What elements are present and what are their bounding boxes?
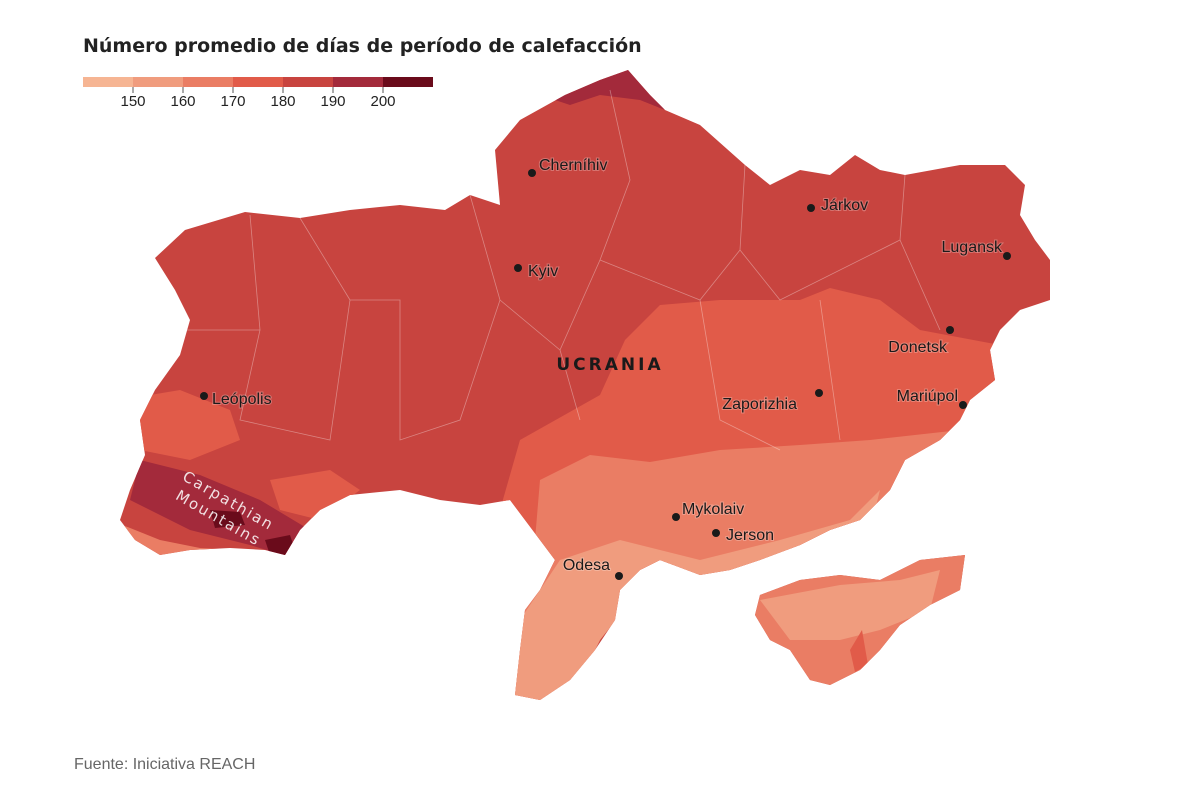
city-dot xyxy=(815,389,823,397)
legend-tick-label: 160 xyxy=(170,93,195,110)
city-dot xyxy=(712,529,720,537)
source: Fuente: Iniciativa REACH xyxy=(74,756,255,773)
city-dot xyxy=(807,204,815,212)
legend-swatch xyxy=(233,77,283,87)
legend-swatch xyxy=(333,77,383,87)
city-dot xyxy=(959,401,967,409)
city-label: Zaporizhia xyxy=(722,396,797,413)
zone xyxy=(210,510,300,565)
city-dot xyxy=(672,513,680,521)
legend-tick-label: 170 xyxy=(220,93,245,110)
legend-tick-label: 190 xyxy=(320,93,345,110)
zone xyxy=(120,390,360,520)
legend: 150 160 170 180 190 200 xyxy=(83,77,433,110)
city-label: Leópolis xyxy=(212,391,272,408)
country-label: UCRANIA xyxy=(556,355,663,375)
city-dot xyxy=(528,169,536,177)
legend-swatch xyxy=(283,77,333,87)
legend-tick-label: 180 xyxy=(270,93,295,110)
city-dot xyxy=(200,392,208,400)
city-dot xyxy=(514,264,522,272)
city-label: Cherníhiv xyxy=(539,157,607,174)
city-label: Jerson xyxy=(726,527,774,544)
zone xyxy=(130,460,310,560)
legend-swatch xyxy=(183,77,233,87)
zone xyxy=(850,630,868,672)
city-dot xyxy=(615,572,623,580)
legend-tick-label: 200 xyxy=(370,93,395,110)
city-label: Odesa xyxy=(563,557,610,574)
city-label: Mykolaiv xyxy=(682,501,744,518)
cities: Cherníhiv Kyiv Járkov Lugansk Donetsk Ma… xyxy=(200,156,1011,580)
title: Número promedio de días de período de ca… xyxy=(83,35,642,57)
city-label: Mariúpol xyxy=(897,388,958,405)
city-dot xyxy=(1003,252,1011,260)
city-label: Kyiv xyxy=(528,263,558,280)
legend-swatch xyxy=(383,77,433,87)
city-label: Lugansk xyxy=(942,239,1003,256)
legend-tick-label: 150 xyxy=(120,93,145,110)
city-label: Donetsk xyxy=(888,339,948,356)
city-dot xyxy=(946,326,954,334)
legend-swatch xyxy=(83,77,133,87)
city-label: Járkov xyxy=(821,197,868,214)
legend-swatch xyxy=(133,77,183,87)
